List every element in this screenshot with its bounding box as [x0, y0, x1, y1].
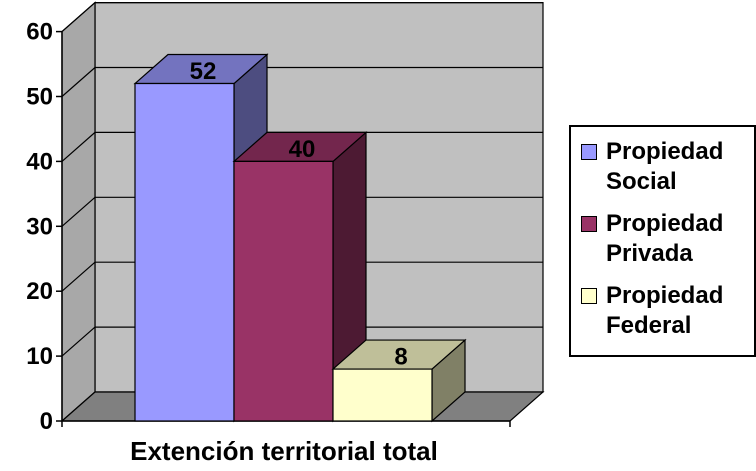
- gridline: [61, 326, 543, 357]
- bars: [133, 53, 467, 423]
- legend-label: Propiedad Social: [606, 138, 724, 195]
- bar-propiedad-privada: [232, 131, 368, 423]
- legend-label: Propiedad Federal: [606, 282, 724, 339]
- bar-front: [233, 160, 334, 422]
- legend-swatch-federal: [581, 288, 597, 304]
- legend: Propiedad Social Propiedad Privada Propi…: [569, 125, 756, 357]
- bar-front: [134, 82, 235, 422]
- bar-front: [332, 368, 433, 422]
- y-tick-label: 40: [26, 148, 53, 175]
- bar-propiedad-federal: [331, 338, 467, 423]
- legend-swatch-privada: [581, 216, 597, 232]
- x-axis-label: Extención territorial total: [130, 436, 438, 466]
- y-tick-label: 0: [40, 408, 53, 435]
- gridline: [61, 1, 543, 33]
- y-tick-label: 10: [26, 343, 53, 370]
- y-tick-label: 20: [26, 278, 53, 305]
- y-tick-labels: 0 10 20 30 40 50 60: [26, 19, 53, 435]
- data-label: 52: [190, 58, 217, 85]
- data-label: 40: [289, 136, 316, 163]
- y-tick-label: 30: [26, 213, 53, 240]
- gridline: [61, 66, 543, 97]
- legend-swatch-social: [581, 144, 597, 160]
- y-tick-label: 60: [26, 19, 53, 46]
- gridline: [61, 261, 543, 292]
- gridline: [61, 196, 543, 227]
- legend-label: Propiedad Privada: [606, 210, 724, 267]
- data-label: 8: [394, 344, 407, 371]
- gridlines: [61, 1, 543, 357]
- data-labels: 52 40 8: [190, 58, 408, 371]
- y-tick-label: 50: [26, 84, 53, 111]
- gridline: [61, 131, 543, 162]
